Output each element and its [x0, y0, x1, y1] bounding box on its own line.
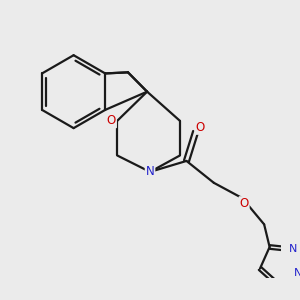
Text: N: N	[146, 165, 154, 178]
Text: O: O	[239, 197, 249, 210]
Text: O: O	[107, 114, 116, 127]
Text: N: N	[289, 244, 297, 254]
Text: O: O	[196, 121, 205, 134]
Text: N: N	[294, 268, 300, 278]
